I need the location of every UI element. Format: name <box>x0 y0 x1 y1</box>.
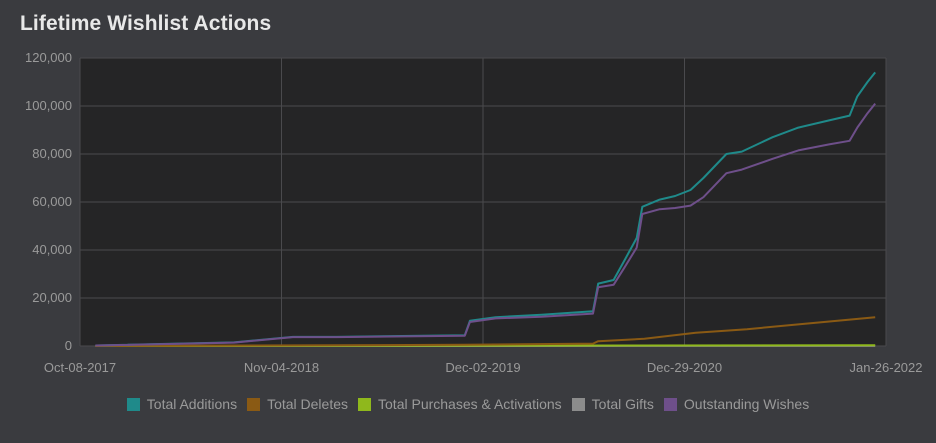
legend-label: Outstanding Wishes <box>683 396 810 412</box>
x-tick-label: Oct-08-2017 <box>44 360 116 375</box>
x-tick-label: Jan-26-2022 <box>850 360 923 375</box>
legend-swatch <box>126 397 140 411</box>
x-tick-label: Dec-29-2020 <box>647 360 722 375</box>
legend-swatch <box>571 397 585 411</box>
y-axis: 0 20,000 40,000 60,000 80,000 100,000 120,000 <box>25 50 72 353</box>
x-tick-label: Nov-04-2018 <box>244 360 319 375</box>
chart-title: Lifetime Wishlist Actions <box>20 12 272 35</box>
y-tick-label: 100,000 <box>25 98 72 113</box>
x-axis: Oct-08-2017 Nov-04-2018 Dec-02-2019 Dec-29-… <box>44 360 923 375</box>
y-tick-label: 80,000 <box>32 146 72 161</box>
legend-item[interactable]: Outstanding Wishes <box>663 396 810 412</box>
legend-item[interactable]: Total Deletes <box>247 396 348 412</box>
legend-swatch <box>358 397 372 411</box>
legend-item[interactable]: Total Additions <box>126 396 238 412</box>
y-tick-label: 40,000 <box>32 242 72 257</box>
series-line-outstanding-wishes <box>95 102 876 347</box>
legend: Total Additions Total Deletes Total Purcha… <box>0 396 936 412</box>
y-tick-label: 120,000 <box>25 50 72 65</box>
legend-label: Total Gifts <box>591 396 654 412</box>
x-tick-label: Dec-02-2019 <box>445 360 520 375</box>
legend-label: Total Deletes <box>267 396 349 412</box>
y-tick-label: 0 <box>65 338 72 353</box>
legend-swatch <box>663 397 677 411</box>
legend-label: Total Additions <box>146 396 238 412</box>
legend-item[interactable]: Total Purchases & Activations <box>358 396 562 412</box>
series-lines <box>95 71 876 347</box>
y-tick-label: 60,000 <box>32 194 72 209</box>
y-tick-label: 20,000 <box>32 290 72 305</box>
legend-swatch <box>247 397 261 411</box>
series-line-total-deletes <box>95 316 876 347</box>
legend-label: Total Purchases & Activations <box>378 396 562 412</box>
chart-svg: 020,00040,00060,00080,000100,000120,000 … <box>25 50 923 375</box>
legend-item[interactable]: Total Gifts <box>571 396 654 412</box>
